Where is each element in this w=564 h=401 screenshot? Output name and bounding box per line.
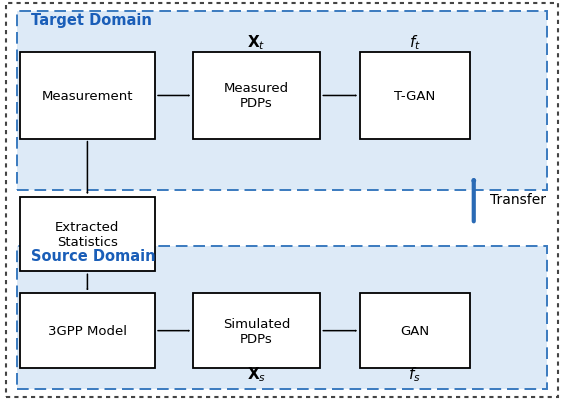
Bar	[360, 53, 469, 140]
Text: Transfer: Transfer	[490, 192, 545, 206]
Text: T-GAN: T-GAN	[394, 90, 435, 103]
Text: Measured
PDPs: Measured PDPs	[224, 82, 289, 110]
Bar	[20, 294, 155, 368]
Bar	[17, 12, 547, 190]
Text: Source Domain: Source Domain	[31, 248, 156, 263]
Bar	[20, 197, 155, 272]
Text: $\mathbf{X}_s$: $\mathbf{X}_s$	[247, 365, 266, 383]
Text: $f_s$: $f_s$	[408, 365, 421, 383]
Text: $\mathbf{X}_t$: $\mathbf{X}_t$	[248, 34, 266, 52]
Text: $f_t$: $f_t$	[408, 34, 421, 52]
Bar	[193, 53, 320, 140]
Text: Target Domain: Target Domain	[31, 13, 152, 28]
Text: 3GPP Model: 3GPP Model	[48, 324, 127, 337]
Text: Simulated
PDPs: Simulated PDPs	[223, 317, 290, 345]
Bar	[193, 294, 320, 368]
Bar	[20, 53, 155, 140]
Bar	[17, 247, 547, 389]
Bar	[360, 294, 469, 368]
Text: Extracted
Statistics: Extracted Statistics	[55, 221, 120, 249]
Text: Measurement: Measurement	[42, 90, 133, 103]
Text: GAN: GAN	[400, 324, 429, 337]
